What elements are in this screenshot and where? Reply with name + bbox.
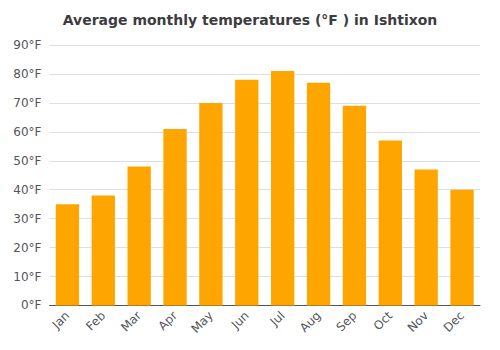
svg-text:Mar: Mar xyxy=(118,308,144,334)
svg-text:Jul: Jul xyxy=(267,309,288,330)
svg-text:Feb: Feb xyxy=(83,309,108,334)
svg-text:Dec: Dec xyxy=(441,309,467,335)
svg-text:Nov: Nov xyxy=(405,309,431,335)
svg-text:Sep: Sep xyxy=(334,309,360,335)
svg-text:Apr: Apr xyxy=(155,308,180,333)
svg-text:Oct: Oct xyxy=(371,308,396,333)
svg-text:Jun: Jun xyxy=(228,309,252,333)
svg-text:Jan: Jan xyxy=(49,309,73,333)
svg-text:Aug: Aug xyxy=(297,309,323,335)
svg-text:0°F: 0°F xyxy=(21,298,42,312)
svg-text:20°F: 20°F xyxy=(13,241,41,255)
svg-text:30°F: 30°F xyxy=(13,212,41,226)
svg-text:40°F: 40°F xyxy=(13,183,41,197)
svg-text:May: May xyxy=(188,309,215,336)
svg-text:70°F: 70°F xyxy=(13,96,41,110)
svg-text:80°F: 80°F xyxy=(13,67,41,81)
svg-text:50°F: 50°F xyxy=(13,154,41,168)
svg-text:60°F: 60°F xyxy=(13,125,41,139)
svg-text:90°F: 90°F xyxy=(13,38,41,52)
svg-text:Average monthly temperatures (: Average monthly temperatures (°F ) in Is… xyxy=(63,12,438,28)
svg-text:10°F: 10°F xyxy=(13,270,41,284)
